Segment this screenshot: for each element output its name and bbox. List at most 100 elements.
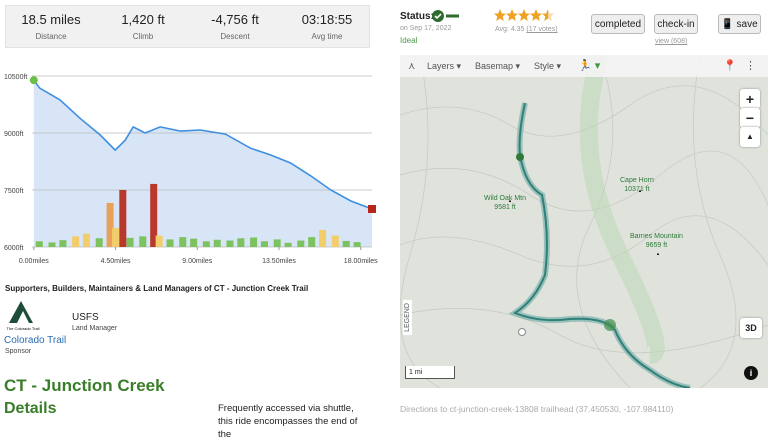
style-menu[interactable]: Style ▾ xyxy=(534,61,562,71)
status-date: on Sep 17, 2022 xyxy=(400,25,452,32)
grade-bar xyxy=(48,242,56,247)
sponsor-role: Sponsor xyxy=(5,348,32,355)
y-tick-label: 6000ft xyxy=(4,245,24,252)
x-tick-label: 0.00miles xyxy=(19,258,49,265)
grade-bar xyxy=(226,240,234,247)
stat: 18.5 miles Distance xyxy=(6,12,96,41)
stat-label: Climb xyxy=(132,32,154,41)
grade-bar xyxy=(179,237,187,247)
details-heading: Details xyxy=(4,400,57,417)
grade-bar xyxy=(213,239,221,247)
info-button[interactable]: i xyxy=(744,366,758,380)
grade-bar xyxy=(250,237,258,247)
zoom-in[interactable]: + xyxy=(740,89,760,109)
sponsor-link[interactable]: Colorado Trail xyxy=(4,335,67,346)
grade-bar xyxy=(190,238,198,247)
menu-label: Basemap xyxy=(475,61,514,71)
views-link[interactable]: view (608) xyxy=(655,38,688,45)
trail-title: CT - Junction Creek xyxy=(4,376,165,395)
save-button[interactable]: 📱 save xyxy=(718,14,761,34)
stats-box: 18.5 miles Distance 1,420 ft Climb -4,756 … xyxy=(5,5,370,48)
peak-elevation: 9581 ft xyxy=(494,204,516,211)
elevation-line xyxy=(33,79,373,210)
rating-votes[interactable]: (17 votes) xyxy=(526,26,558,33)
grade-bar xyxy=(297,240,305,247)
locate-icon[interactable]: 📍 xyxy=(723,60,737,72)
stat-label: Descent xyxy=(220,32,250,41)
save-label: save xyxy=(736,19,758,30)
menu-icon[interactable]: ⋮ xyxy=(745,60,756,72)
grade-bar xyxy=(284,242,292,247)
peak-elevation: 9659 ft xyxy=(645,242,668,249)
peak-label: Cape Horn 10371 ft xyxy=(620,176,654,194)
manager-name: USFS xyxy=(72,312,99,323)
x-tick-label: 13.50miles xyxy=(262,258,296,265)
stat-label: Distance xyxy=(35,32,67,41)
grade-bar xyxy=(319,229,327,247)
peak-name: Cape Horn xyxy=(620,177,654,184)
map[interactable]: ▲ ▲ ▲ ⋏ Layers ▾ Basemap ▾ Style ▾ 🏃 ▾ 📍… xyxy=(400,55,768,388)
layers-menu[interactable]: Layers ▾ xyxy=(427,61,462,71)
stat-value: 1,420 ft xyxy=(121,12,165,27)
grade-bar xyxy=(35,241,43,247)
zoom-out[interactable]: − xyxy=(740,108,760,128)
grade-bar xyxy=(59,240,67,247)
grade-bar xyxy=(139,236,147,247)
grade-bar xyxy=(166,239,174,247)
y-tick-label: 10500ft xyxy=(4,74,27,81)
grade-bar xyxy=(331,235,339,247)
compass[interactable]: ▲ xyxy=(740,127,760,147)
x-tick-label: 4.50miles xyxy=(101,258,131,265)
stat: 1,420 ft Climb xyxy=(98,12,188,41)
grade-bar xyxy=(260,241,268,247)
grade-bar xyxy=(273,239,281,247)
directions: Directions to ct-junction-creek-13808 tr… xyxy=(400,404,674,414)
map-tool[interactable]: ⋏ xyxy=(408,61,416,72)
status-label: Status: xyxy=(400,11,434,22)
completed-button[interactable]: completed xyxy=(591,14,645,34)
end-marker xyxy=(368,205,376,213)
peak-label: Barnes Mountain 9659 ft xyxy=(630,232,683,250)
peak-name: Wild Oak Mtn xyxy=(484,195,527,202)
grade-bar xyxy=(95,238,103,247)
x-tick-label: 18.00miles xyxy=(344,258,378,265)
grade-bar xyxy=(106,202,114,247)
svg-text:▲: ▲ xyxy=(656,251,660,256)
map-terrain: ▲ ▲ ▲ xyxy=(400,55,768,388)
y-tick-label: 7500ft xyxy=(4,188,24,195)
grade-bar xyxy=(150,183,158,247)
grade-bar xyxy=(237,238,245,247)
svg-text:▲: ▲ xyxy=(508,198,512,203)
stat-value: -4,756 ft xyxy=(211,12,259,27)
three-d-button[interactable]: 3D xyxy=(740,318,762,338)
stat-value: 03:18:55 xyxy=(301,12,353,27)
stat-value: 18.5 miles xyxy=(21,12,81,27)
logo-text: The Colorado Trail xyxy=(7,326,40,331)
grade-bar xyxy=(308,237,316,247)
elevation-chart: 10500ft 9000ft 7500ft 6000ft 0.00miles 4.50mi… xyxy=(4,74,378,265)
trail-description: Frequently accessed via shuttle, this ri… xyxy=(218,403,358,440)
grade-bar xyxy=(126,237,134,247)
peak-elevation: 10371 ft xyxy=(624,186,650,193)
menu-label: Layers xyxy=(427,61,455,71)
grade-bar xyxy=(202,241,210,247)
legend-tab[interactable]: LEGEND xyxy=(402,300,412,335)
grade-bar xyxy=(342,240,350,247)
manager-role: Land Manager xyxy=(72,325,118,332)
elevation-area xyxy=(33,80,373,247)
stat-label: Avg time xyxy=(311,32,343,41)
activity-icon[interactable]: 🏃 ▾ xyxy=(578,60,601,72)
stat: 03:18:55 Avg time xyxy=(282,12,372,41)
start-marker xyxy=(29,76,38,85)
peak-name: Barnes Mountain xyxy=(630,233,683,240)
basemap-menu[interactable]: Basemap ▾ xyxy=(475,61,521,71)
menu-label: Style xyxy=(534,61,555,71)
scale-bar: 1 mi xyxy=(405,366,455,379)
sponsor-logo: The Colorado Trail xyxy=(7,301,40,331)
rating-average-text: Avg: 4.35 xyxy=(495,26,525,33)
svg-text:▲: ▲ xyxy=(638,188,642,193)
status-condition: Ideal xyxy=(400,36,418,45)
page: {"stats": [{"value": "18.5 miles", "labe… xyxy=(4,5,768,440)
page-body: 18.5 miles Distance 1,420 ft Climb -4,756 … xyxy=(4,5,768,440)
checkin-button[interactable]: check-in xyxy=(654,14,698,34)
